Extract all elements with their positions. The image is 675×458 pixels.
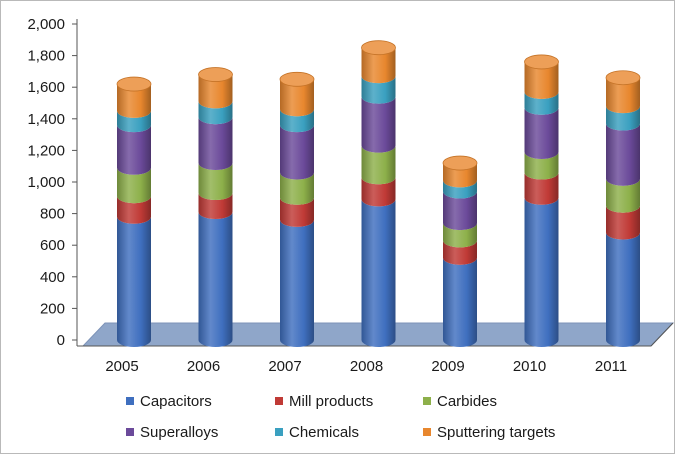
bar-stack-2007 — [279, 71, 315, 347]
bar-segment-2005-superalloys — [117, 125, 151, 175]
bar-segment-2010-capacitors — [524, 197, 559, 347]
legend-item-capacitors: Capacitors — [126, 393, 212, 410]
x-tick-label: 2006 — [187, 358, 220, 375]
bar-top-cap-2006 — [198, 67, 233, 82]
bar-segment-2011-sputtering-targets — [606, 77, 640, 114]
bar-stack-2009 — [442, 155, 478, 347]
bar-segment-2011-superalloys — [606, 123, 640, 186]
bar-stack-2006 — [198, 67, 233, 347]
bar-segment-2010-carbides — [524, 151, 559, 180]
bar-segment-2011-chemicals — [606, 106, 640, 131]
bar-segment-2010-sputtering-targets — [524, 61, 559, 99]
bar-segment-2007-carbides — [280, 172, 314, 205]
bar-stack-2005 — [116, 76, 152, 347]
legend-item-mill-products: Mill products — [275, 393, 373, 410]
legend-item-chemicals: Chemicals — [275, 424, 359, 441]
bar-segment-2007-mill-products — [280, 197, 314, 227]
bar-segment-2006-superalloys — [198, 117, 233, 171]
bar-segment-2005-sputtering-targets — [117, 84, 151, 118]
bar-top-cap-2005 — [116, 76, 152, 92]
bar-segment-2008-mill-products — [361, 177, 396, 207]
y-tick-label: 200 — [40, 300, 65, 317]
bar-segment-2007-superalloys — [280, 125, 314, 180]
bars-layer — [116, 40, 641, 347]
y-tick-label: 1,200 — [27, 142, 65, 159]
y-axis: 0 200 400 600 800 1,000 1,200 1,400 1,600 1,800 2,… — [27, 16, 674, 349]
legend-swatch — [275, 397, 283, 405]
legend-item-superalloys: Superalloys — [126, 424, 218, 441]
y-tick-label: 400 — [40, 269, 65, 286]
bar-top-cap-2007 — [279, 71, 315, 87]
bar-segment-2006-mill-products — [198, 193, 233, 220]
x-tick-label: 2011 — [595, 358, 627, 375]
bar-segment-2006-carbides — [198, 163, 233, 201]
bar-segment-2009-superalloys — [443, 191, 477, 231]
bar-segment-2008-carbides — [361, 145, 396, 185]
x-axis-depth-line — [650, 322, 674, 347]
bar-segment-2010-mill-products — [524, 172, 559, 205]
bar-stack-2011 — [605, 70, 641, 347]
y-tick-label: 1,400 — [27, 111, 65, 128]
bar-segment-2007-sputtering-targets — [280, 79, 314, 117]
legend-label: Chemicals — [289, 424, 359, 441]
x-tick-label: 2009 — [431, 358, 464, 375]
legend-label: Capacitors — [140, 393, 212, 410]
bar-segment-2009-capacitors — [443, 257, 477, 347]
legend-item-carbides: Carbides — [423, 393, 497, 410]
y-tick-label: 2,000 — [27, 16, 65, 33]
x-tick-label: 2010 — [513, 358, 546, 375]
y-tick-label: 600 — [40, 237, 65, 254]
bar-segment-2005-carbides — [117, 167, 151, 204]
bar-segment-2009-carbides — [443, 223, 477, 248]
y-tick-label: 1,600 — [27, 79, 65, 96]
bar-segment-2008-capacitors — [361, 199, 396, 347]
x-tick-label: 2008 — [350, 358, 383, 375]
x-tick-label: 2007 — [268, 358, 301, 375]
legend-swatch — [126, 397, 134, 405]
y-tick-label: 0 — [57, 332, 65, 349]
bar-segment-2008-chemicals — [361, 76, 396, 104]
bar-top-cap-2009 — [442, 155, 478, 171]
bar-top-cap-2008 — [361, 40, 396, 56]
bar-segment-2008-superalloys — [361, 96, 396, 153]
bar-segment-2009-mill-products — [443, 240, 477, 265]
x-tick-label: 2005 — [105, 358, 138, 375]
bar-top-cap-2010 — [524, 54, 559, 70]
bar-segment-2005-chemicals — [117, 110, 151, 133]
legend-swatch — [126, 428, 134, 436]
bar-segment-2007-chemicals — [280, 109, 314, 133]
bar-segment-2009-chemicals — [443, 180, 477, 199]
bar-segment-2007-capacitors — [280, 219, 314, 347]
bar-segment-2006-capacitors — [198, 212, 233, 347]
legend-label: Sputtering targets — [437, 424, 555, 441]
bar-segment-2006-sputtering-targets — [198, 74, 233, 109]
legend-swatch — [423, 397, 431, 405]
legend-swatch — [423, 428, 431, 436]
legend-label: Superalloys — [140, 424, 218, 441]
y-tick-label: 1,800 — [27, 48, 65, 65]
y-tick-label: 800 — [40, 206, 65, 223]
bar-segment-2010-superalloys — [524, 107, 559, 159]
legend: Capacitors Mill products Carbides Superallo… — [126, 393, 555, 441]
legend-label: Carbides — [437, 393, 497, 410]
bar-segment-2011-mill-products — [606, 205, 640, 240]
bar-segment-2005-capacitors — [117, 216, 151, 347]
bar-stack-2008 — [361, 40, 396, 347]
bar-segment-2011-capacitors — [606, 232, 640, 347]
legend-label: Mill products — [289, 393, 373, 410]
legend-swatch — [275, 428, 283, 436]
x-axis: 2005 2006 2007 2008 2009 2010 2011 — [105, 358, 627, 375]
bar-segment-2010-chemicals — [524, 91, 559, 115]
bar-segment-2011-carbides — [606, 178, 640, 213]
y-tick-label: 1,000 — [27, 174, 65, 191]
bar-segment-2008-sputtering-targets — [361, 47, 396, 84]
bar-segment-2006-chemicals — [198, 101, 233, 125]
bar-stack-2010 — [524, 54, 559, 347]
bar-segment-2005-mill-products — [117, 196, 151, 224]
bar-top-cap-2011 — [605, 70, 641, 86]
legend-item-sputtering-targets: Sputtering targets — [423, 424, 555, 441]
